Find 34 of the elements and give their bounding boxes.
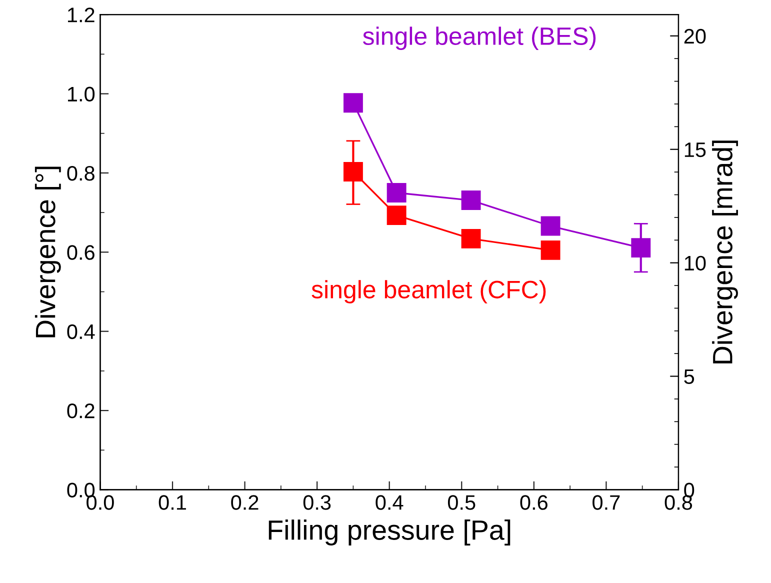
y-tick-label: 0.4 <box>67 324 95 340</box>
point <box>540 240 560 260</box>
x-tick-label: 0.7 <box>592 495 620 510</box>
y-tick-label: 1.0 <box>68 86 95 102</box>
x-tick-label: 0.0 <box>86 495 114 510</box>
series-label: single beamlet (CFC) <box>312 280 546 304</box>
y2-tick-label: 15 <box>684 142 706 158</box>
y2-tick-label: 20 <box>684 28 706 44</box>
y-tick-label: 1.2 <box>68 8 94 22</box>
point <box>461 190 481 210</box>
point <box>386 183 406 202</box>
y-tick-label: 0.2 <box>67 404 94 418</box>
x-tick-label: 0.6 <box>520 495 548 510</box>
x-tick-label: 0.8 <box>664 495 692 510</box>
x-tick-label: 0.1 <box>158 495 186 510</box>
point <box>540 216 560 236</box>
point <box>343 93 363 113</box>
x-tick-label: 0.3 <box>303 495 331 510</box>
point <box>631 238 651 258</box>
x-tick-label: 0.4 <box>376 495 404 510</box>
point <box>343 162 363 182</box>
series-label: single beamlet (BES) <box>362 26 596 50</box>
point <box>386 206 406 226</box>
y-tick-label: 0.6 <box>67 245 94 260</box>
y-axis-title: Divergence [°] <box>34 166 61 338</box>
point <box>461 228 481 248</box>
x-tick-label: 0.2 <box>231 495 258 510</box>
y2-tick-label: 10 <box>684 256 706 271</box>
y-tick-label: 0.0 <box>67 482 95 498</box>
x-axis-title: Filling pressure [Pa] <box>268 520 510 546</box>
y2-axis-title: Divergence [mrad] <box>712 140 738 364</box>
y-tick-label: 0.8 <box>67 166 94 181</box>
x-tick-label: 0.5 <box>448 495 476 510</box>
y2-tick-label: 5 <box>684 369 694 384</box>
